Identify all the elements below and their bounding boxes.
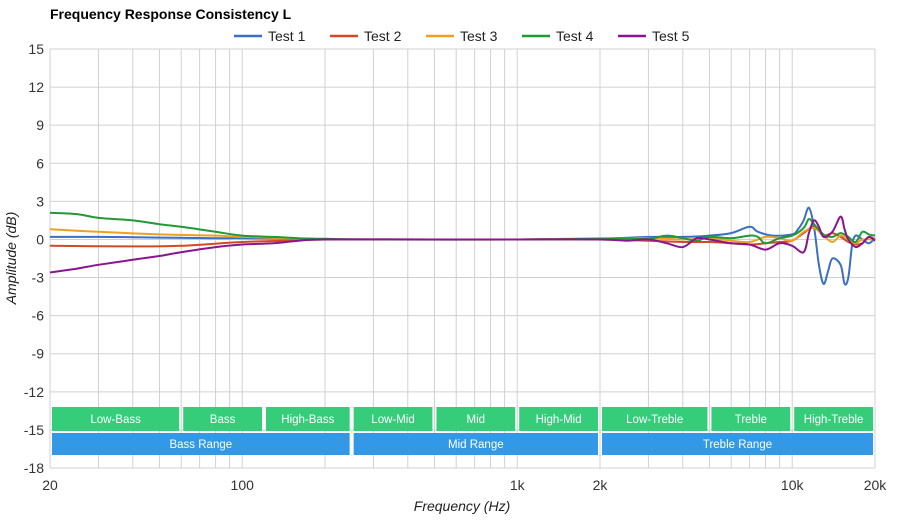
range-band-label: Mid Range bbox=[448, 439, 504, 451]
x-tick-label: 2k bbox=[593, 477, 609, 493]
range-band bbox=[353, 433, 598, 455]
y-tick-label: -9 bbox=[32, 346, 45, 362]
x-tick-label: 20k bbox=[864, 477, 888, 493]
x-tick-label: 10k bbox=[781, 477, 805, 493]
x-tick-label: 20 bbox=[42, 477, 58, 493]
x-axis-label: Frequency (Hz) bbox=[414, 498, 510, 514]
x-tick-label: 1k bbox=[510, 477, 526, 493]
sub-range-band-label: Low-Treble bbox=[626, 414, 683, 426]
sub-range-band bbox=[794, 407, 873, 431]
y-tick-label: 9 bbox=[36, 117, 44, 133]
y-tick-label: -12 bbox=[24, 384, 44, 400]
frequency-bands: Low-Bass Bass High-Bass Low-Mid Mid High-Mid L… bbox=[52, 407, 873, 455]
y-tick-label: 6 bbox=[36, 155, 44, 171]
sub-range-band bbox=[519, 407, 598, 431]
sub-range-band bbox=[353, 407, 433, 431]
sub-range-band-label: Mid bbox=[467, 414, 486, 426]
range-band-label: Bass Range bbox=[169, 439, 232, 451]
y-axis-label: Amplitude (dB) bbox=[3, 212, 19, 306]
y-tick-label: -18 bbox=[24, 460, 44, 476]
sub-range-band-label: Bass bbox=[210, 414, 236, 426]
sub-range-band-label: High-Mid bbox=[536, 414, 582, 426]
sub-range-band-label: High-Treble bbox=[804, 414, 864, 426]
legend-label-test-3: Test 3 bbox=[460, 28, 498, 44]
sub-range-band bbox=[711, 407, 791, 431]
legend-label-test-5: Test 5 bbox=[652, 28, 690, 44]
range-band-label: Treble Range bbox=[703, 439, 772, 451]
y-tick-label: -3 bbox=[32, 270, 45, 286]
sub-range-band bbox=[265, 407, 350, 431]
y-tick-label: 15 bbox=[28, 41, 44, 57]
sub-range-band bbox=[52, 407, 180, 431]
sub-range-band-label: High-Bass bbox=[281, 414, 334, 426]
sub-range-band bbox=[183, 407, 262, 431]
series-lines bbox=[49, 206, 876, 286]
y-tick-label: 0 bbox=[36, 231, 44, 247]
series-line-test-2 bbox=[49, 225, 876, 248]
y-tick-label: 12 bbox=[28, 79, 44, 95]
series-line-test-5 bbox=[49, 215, 876, 274]
legend-label-test-2: Test 2 bbox=[364, 28, 402, 44]
legend: Test 1 Test 2 Test 3 Test 4 Test 5 bbox=[234, 28, 690, 44]
chart-title: Frequency Response Consistency L bbox=[50, 6, 292, 22]
sub-range-band-label: Low-Bass bbox=[90, 414, 141, 426]
x-tick-label: 100 bbox=[231, 477, 255, 493]
legend-label-test-4: Test 4 bbox=[556, 28, 594, 44]
x-axis-ticks: 20 100 1k 2k 10k 20k bbox=[42, 477, 887, 493]
range-band bbox=[602, 433, 873, 455]
sub-range-band bbox=[436, 407, 516, 431]
sub-range-band bbox=[602, 407, 708, 431]
y-tick-label: -6 bbox=[32, 308, 45, 324]
legend-label-test-1: Test 1 bbox=[268, 28, 306, 44]
range-band bbox=[52, 433, 350, 455]
y-tick-label: -15 bbox=[24, 422, 44, 438]
sub-range-band-label: Low-Mid bbox=[371, 414, 414, 426]
y-axis-ticks: 15 12 9 6 3 0 -3 -6 -9 -12 -15 -18 bbox=[24, 41, 44, 476]
sub-range-band-label: Treble bbox=[735, 414, 767, 426]
y-tick-label: 3 bbox=[36, 193, 44, 209]
grid bbox=[49, 48, 876, 469]
